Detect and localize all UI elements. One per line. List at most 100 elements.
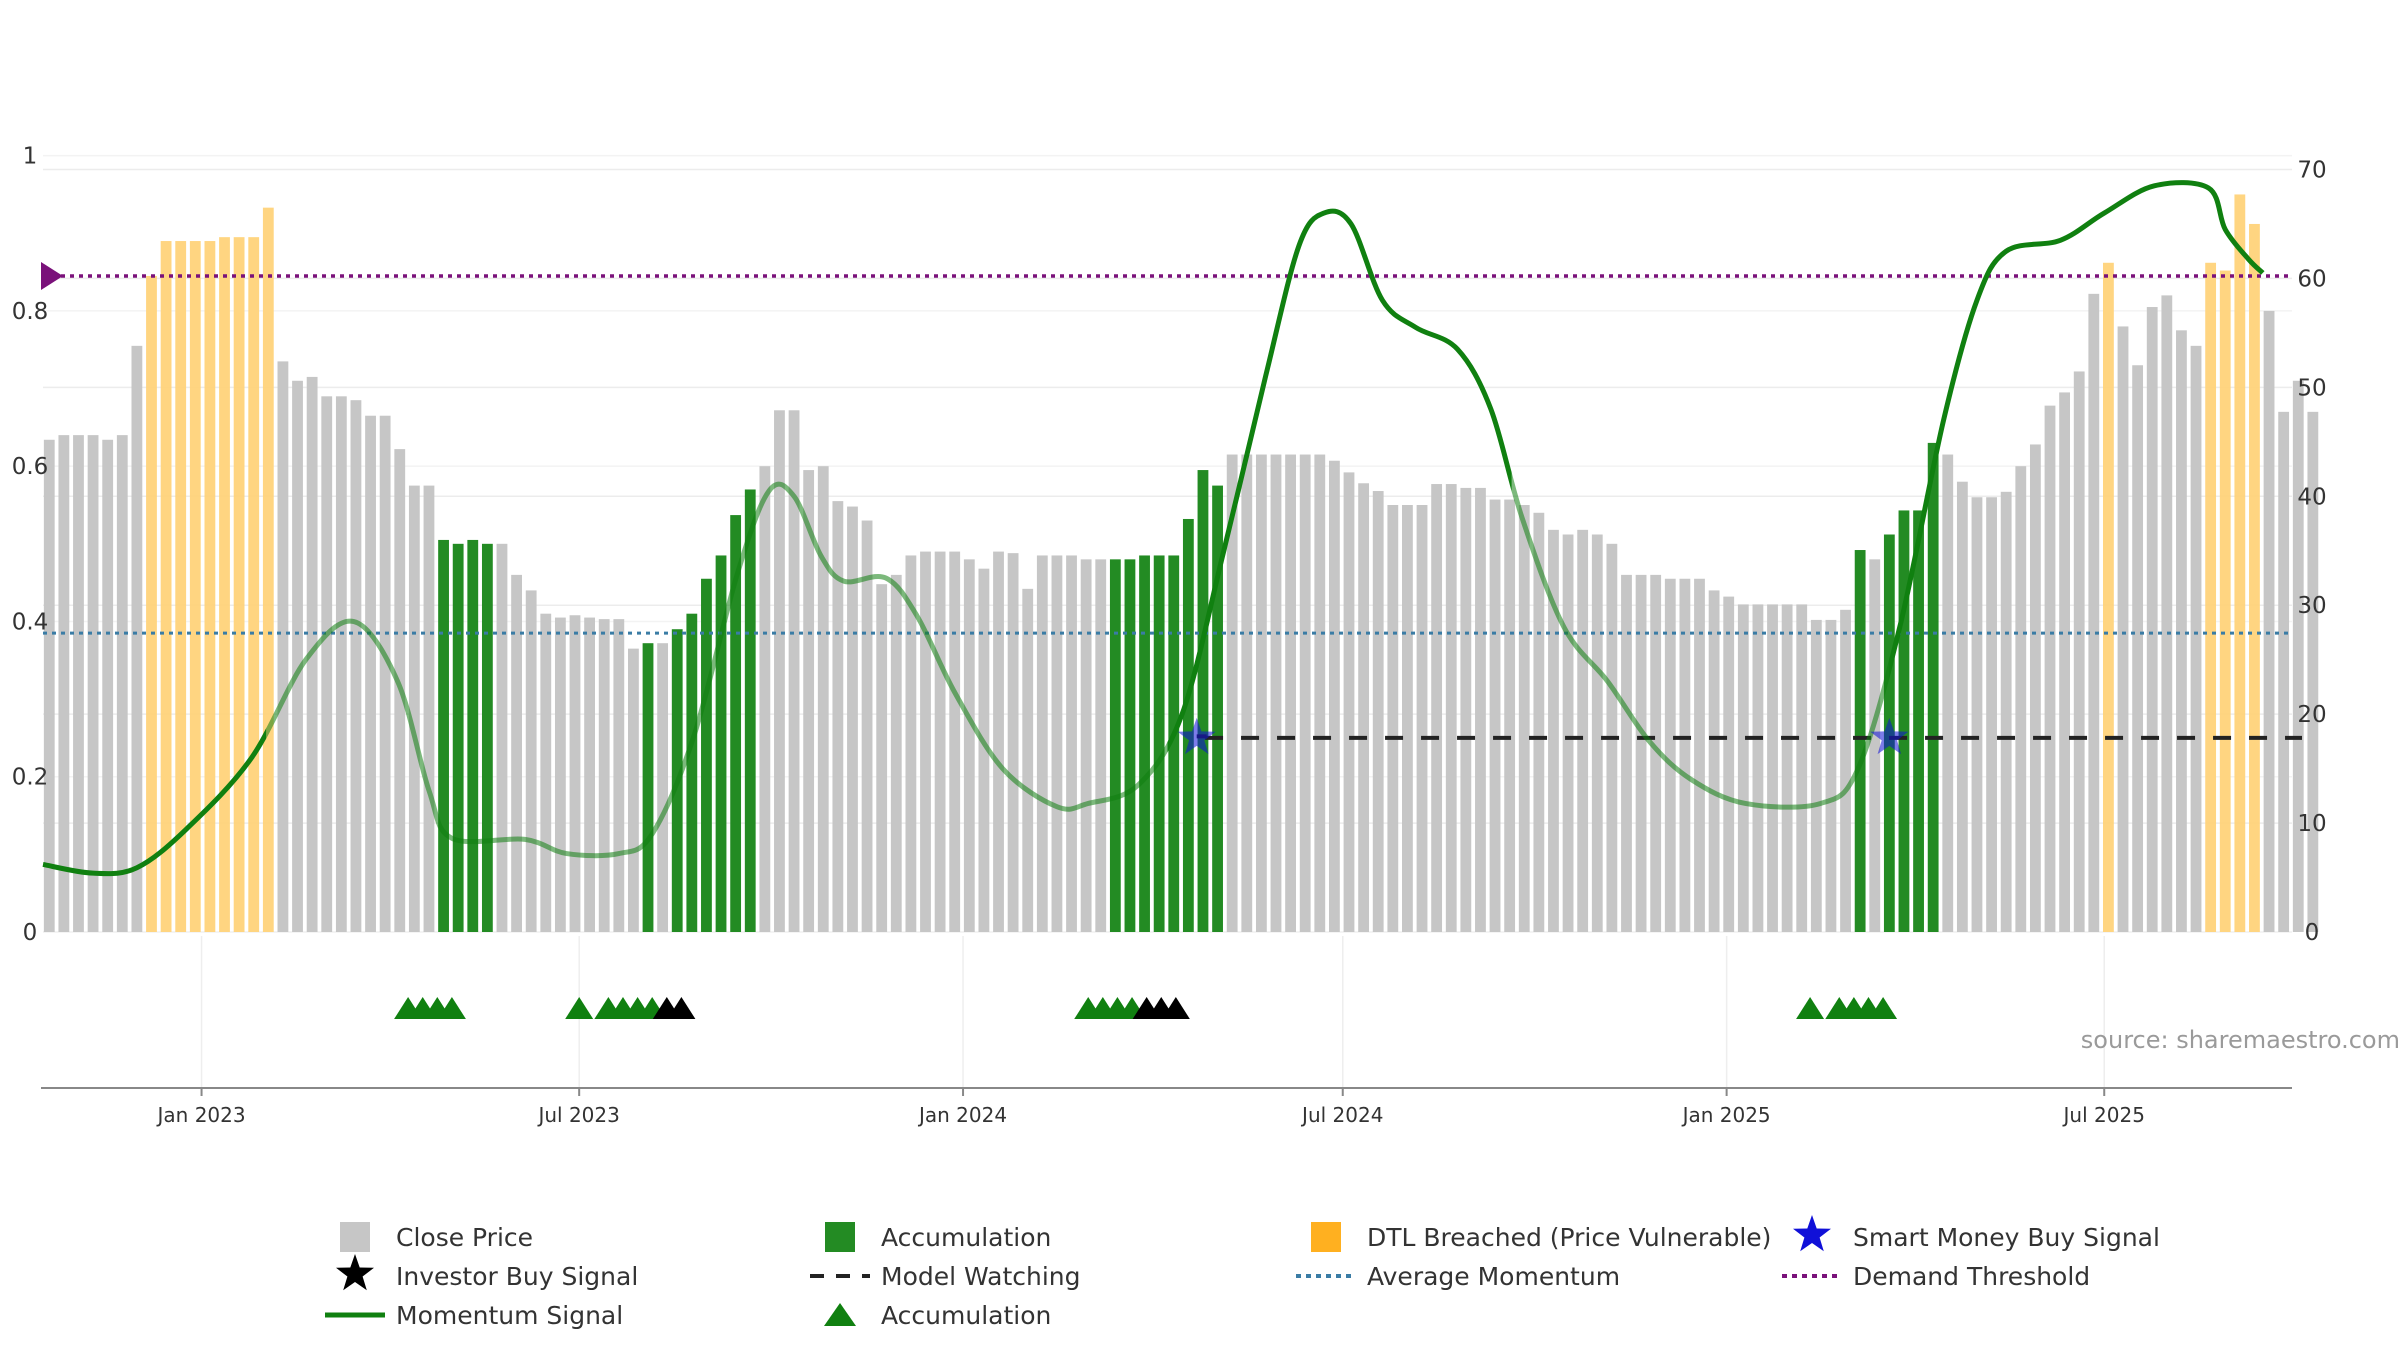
- dtl-breached-bar: [233, 237, 245, 932]
- close-price-bar: [861, 520, 873, 932]
- close-price-bar: [2146, 307, 2158, 932]
- smart-money-buy-star: [1870, 717, 1909, 755]
- legend-item: Average Momentum: [1296, 1262, 1620, 1291]
- accumulation-bar: [1139, 555, 1150, 932]
- close-price-bar: [511, 574, 522, 932]
- left-tick-label: 0: [23, 920, 38, 946]
- legend-item: Smart Money Buy Signal: [1793, 1215, 2160, 1252]
- legend-item: Close Price: [340, 1222, 533, 1252]
- x-tick-label: Jan 2023: [156, 1103, 246, 1127]
- dtl-breached-bar: [248, 237, 260, 932]
- close-price-bar: [292, 380, 303, 932]
- axes: Jan 2023 Jul 2023 Jan 2024 Jul 2024 Jan 2025…: [12, 144, 2327, 1127]
- green-triangle-icon: [824, 1303, 856, 1326]
- right-tick-label: 0: [2305, 920, 2320, 946]
- right-tick-label: 40: [2297, 484, 2326, 510]
- close-price-bar: [350, 400, 362, 932]
- close-price-bar: [2029, 444, 2041, 932]
- close-price-bar: [2088, 293, 2100, 932]
- close-price-bar: [1810, 619, 1822, 932]
- accumulation-bar: [1898, 510, 1910, 932]
- close-price-bar: [1066, 555, 1077, 932]
- investor-buy-marker: [667, 997, 696, 1019]
- close-price-bar: [1635, 574, 1647, 932]
- orange-square-icon: [1311, 1222, 1341, 1252]
- close-price-bar: [2190, 345, 2202, 932]
- investor-buy-marker: [1161, 997, 1190, 1019]
- close-price-bar: [890, 574, 902, 932]
- dtl-breached-bar: [262, 207, 274, 933]
- dtl-breached-bar: [2234, 194, 2246, 933]
- close-price-bar: [1299, 454, 1311, 932]
- close-price-bar: [1694, 578, 1705, 932]
- legend-label: Model Watching: [881, 1262, 1081, 1291]
- legend-label: Accumulation: [881, 1301, 1051, 1330]
- right-tick-label: 70: [2297, 158, 2326, 184]
- close-price-bar: [1022, 588, 1034, 932]
- close-price-bar: [73, 435, 84, 932]
- close-price-bar: [379, 415, 391, 933]
- close-price-bar: [1591, 534, 1603, 932]
- accumulation-bar: [730, 515, 742, 932]
- close-price-bar: [1869, 559, 1881, 932]
- legend: Close Price Accumulation DTL Breached (Pri…: [325, 1215, 2160, 1330]
- close-price-bar: [1752, 604, 1764, 932]
- accumulation-bar: [1212, 485, 1223, 932]
- close-price-bar: [817, 466, 829, 932]
- accumulation-bar: [452, 543, 464, 932]
- close-price-bar: [2059, 392, 2070, 933]
- close-price-bar: [1796, 604, 1808, 932]
- close-price-bar: [102, 439, 114, 932]
- accumulation-bar: [1854, 550, 1866, 932]
- dtl-breached-bar: [219, 237, 230, 932]
- legend-item: Demand Threshold: [1782, 1262, 2090, 1291]
- green-square-icon: [825, 1222, 855, 1252]
- legend-item: Accumulation: [825, 1222, 1051, 1252]
- accumulation-bar: [715, 555, 727, 932]
- x-tick-label: Jul 2024: [1300, 1103, 1383, 1127]
- close-price-bar: [2132, 365, 2144, 933]
- legend-label: Close Price: [396, 1223, 533, 1252]
- close-price-bar: [993, 551, 1004, 932]
- left-tick-label: 0.4: [12, 609, 49, 635]
- close-price-bar: [321, 396, 333, 932]
- close-price-bar: [1460, 487, 1472, 932]
- accumulation-bar: [1913, 510, 1924, 932]
- close-price-bar: [2117, 326, 2129, 932]
- close-price-bar: [2044, 405, 2056, 932]
- legend-label: Accumulation: [881, 1223, 1051, 1252]
- close-price-bar: [540, 613, 552, 932]
- close-price-bar: [1255, 454, 1267, 932]
- close-price-bar: [365, 415, 376, 933]
- dtl-breached-bar: [175, 241, 187, 932]
- right-tick-label: 60: [2297, 266, 2326, 292]
- signal-markers: [394, 717, 1909, 1019]
- dtl-breached-bar: [189, 241, 201, 932]
- close-price-bar: [803, 470, 815, 932]
- close-price-bar: [584, 617, 596, 932]
- accumulation-bar: [481, 543, 493, 932]
- close-price-bar: [423, 485, 435, 932]
- close-price-bar: [949, 551, 961, 932]
- close-price-bar: [832, 501, 844, 932]
- close-price-bar: [1007, 553, 1019, 932]
- legend-item: Investor Buy Signal: [336, 1254, 638, 1291]
- close-price-bar: [1562, 534, 1574, 932]
- close-price-bar: [569, 615, 581, 932]
- legend-label: DTL Breached (Price Vulnerable): [1367, 1223, 1771, 1252]
- legend-item: DTL Breached (Price Vulnerable): [1311, 1222, 1771, 1252]
- close-price-bar: [335, 396, 347, 932]
- x-tick-label: Jul 2025: [2062, 1103, 2145, 1127]
- accumulation-bar: [686, 613, 698, 932]
- right-tick-label: 50: [2297, 375, 2326, 401]
- close-price-bar: [1080, 559, 1092, 932]
- close-price-bar: [1431, 484, 1443, 932]
- close-price-bar: [554, 617, 566, 932]
- close-price-bar: [1416, 505, 1428, 932]
- close-price-bar: [774, 410, 785, 932]
- close-price-bar: [1241, 454, 1253, 932]
- accumulation-bar: [1109, 559, 1121, 932]
- legend-item: Model Watching: [810, 1262, 1081, 1291]
- accumulation-bar: [467, 539, 479, 932]
- close-price-bar: [934, 551, 946, 932]
